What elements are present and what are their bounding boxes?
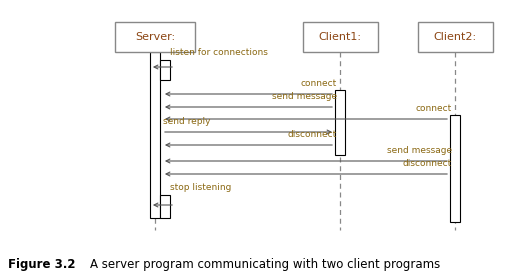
Text: connect: connect	[416, 104, 452, 113]
Text: send message: send message	[272, 92, 337, 101]
Text: disconnect: disconnect	[288, 130, 337, 139]
Bar	[160, 60, 170, 80]
Bar	[160, 195, 170, 218]
Bar	[303, 22, 378, 52]
Bar	[150, 52, 160, 218]
Text: Client2:: Client2:	[434, 32, 476, 42]
Bar	[450, 115, 460, 222]
Bar	[335, 90, 345, 155]
Text: connect: connect	[301, 79, 337, 88]
Text: listen for connections: listen for connections	[170, 48, 268, 57]
Text: disconnect: disconnect	[403, 159, 452, 168]
Text: send message: send message	[387, 146, 452, 155]
Text: send reply: send reply	[163, 117, 211, 126]
Text: stop listening: stop listening	[170, 183, 231, 192]
Bar	[418, 22, 492, 52]
Text: Server:: Server:	[135, 32, 175, 42]
Bar	[115, 22, 195, 52]
Text: Client1:: Client1:	[318, 32, 361, 42]
Text: Figure 3.2: Figure 3.2	[8, 258, 75, 271]
Text: A server program communicating with two client programs: A server program communicating with two …	[90, 258, 440, 271]
